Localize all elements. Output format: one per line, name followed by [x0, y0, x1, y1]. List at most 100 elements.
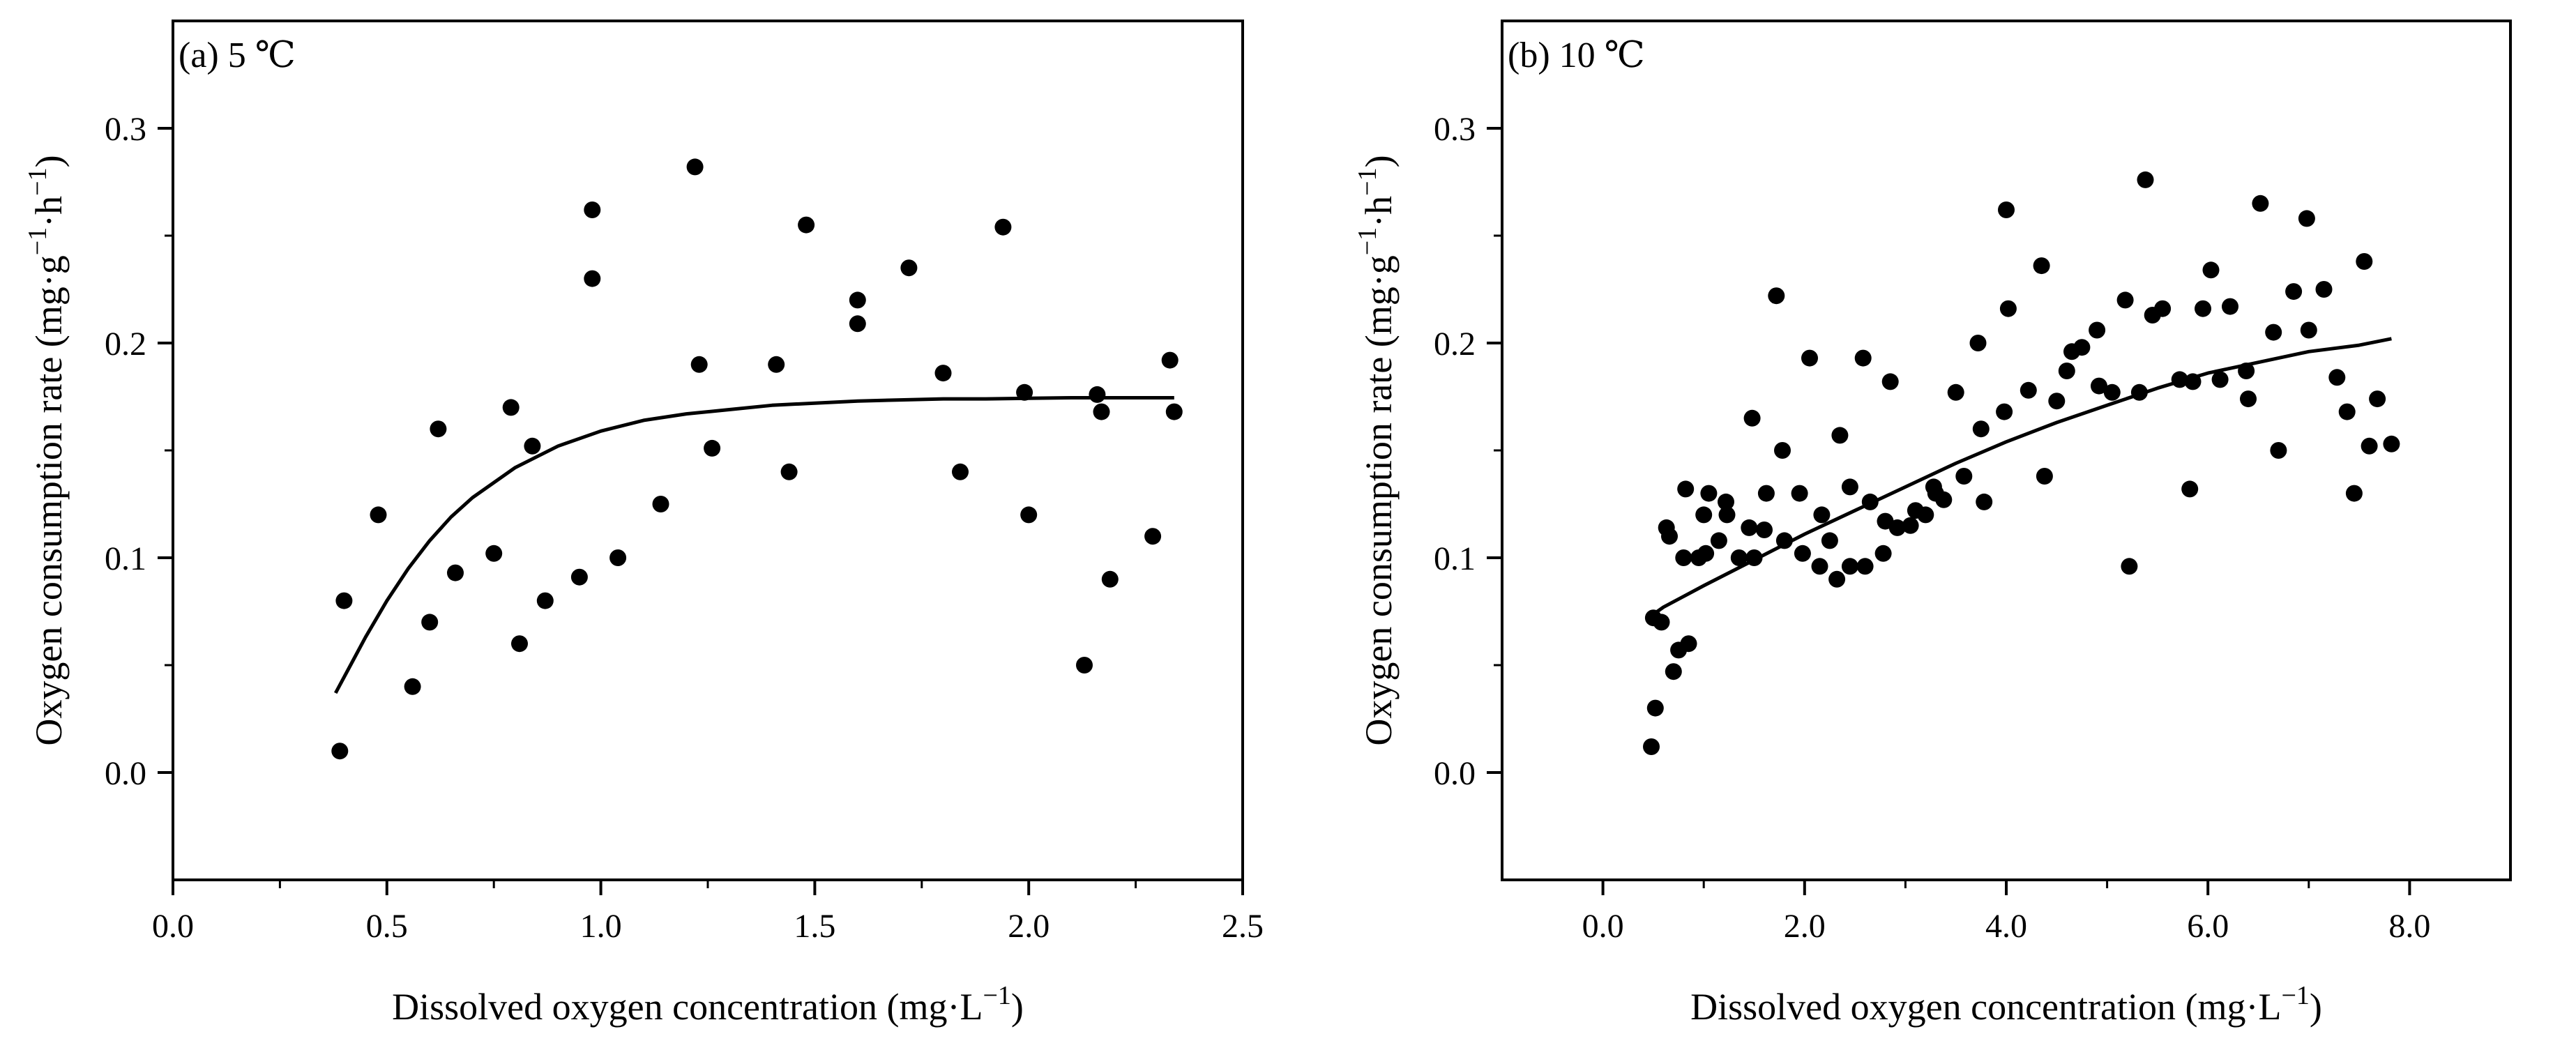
panel-a-data-point	[849, 291, 866, 309]
panel-a-data-point	[798, 216, 815, 234]
panel-b-y-tick-label: 0.0	[1434, 755, 1476, 792]
panel-b-data-point	[2369, 390, 2386, 408]
panel-a-data-point	[686, 158, 704, 176]
panel-b-chart: (b) 10 ℃ 0.0 2.0 4.0 6.0 8.0 0.0 0.1 0.2 0.3 Di…	[1353, 20, 2512, 1028]
panel-b-data-point	[1811, 558, 1828, 575]
panel-a-data-point	[511, 635, 528, 653]
panel-b-data-point	[2285, 283, 2303, 300]
panel-a-data-point	[849, 315, 866, 333]
panel-a-data-point	[768, 356, 785, 373]
panel-a-data-point	[704, 439, 721, 457]
panel-a-y-axis-title: Oxygen consumption rate (mg·g−1·h−1)	[23, 155, 70, 745]
panel-a-data-point	[1161, 351, 1179, 369]
panel-b-scatter-series	[1643, 171, 2400, 755]
panel-a-y-tick-label: 0.1	[105, 540, 146, 577]
panel-b-data-point	[1718, 493, 1734, 510]
panel-a-data-point	[994, 218, 1012, 236]
panel-a-x-tick-label: 2.0	[1008, 908, 1050, 945]
panel-b-data-point	[1976, 493, 1993, 510]
panel-b-y-tick-label: 0.3	[1434, 111, 1476, 148]
panel-b-x-tick-label: 8.0	[2388, 908, 2430, 945]
panel-a-data-point	[1101, 570, 1119, 588]
panel-a-data-point	[1020, 506, 1038, 524]
panel-b-x-axis-title: Dissolved oxygen concentration (mg·L−1)	[1690, 981, 2322, 1028]
panel-b-data-point	[1661, 528, 1678, 545]
panel-a-data-point	[1093, 403, 1110, 420]
panel-a-data-point	[584, 270, 601, 287]
panel-b-data-point	[1841, 558, 1858, 575]
panel-b-data-point	[1998, 201, 2015, 218]
panel-a-data-point	[502, 399, 520, 416]
panel-a-data-point	[536, 592, 554, 609]
panel-b-data-point	[1774, 442, 1791, 459]
panel-b-label: (b) 10 ℃	[1508, 36, 1645, 75]
panel-b-data-point	[1700, 485, 1718, 502]
panel-a-data-point	[421, 614, 439, 631]
panel-b-data-point	[2238, 363, 2255, 379]
panel-b-data-point	[1947, 383, 1964, 401]
panel-a-data-point	[524, 437, 541, 455]
panel-b-data-point	[2202, 261, 2220, 279]
panel-b-data-point	[1861, 493, 1879, 510]
panel-a-data-point	[900, 259, 918, 277]
panel-b-y-tick-label: 0.2	[1434, 326, 1476, 363]
panel-a-data-point	[1144, 528, 1162, 545]
panel-a-y-tick-label: 0.2	[105, 326, 146, 363]
panel-b-data-point	[1718, 506, 1736, 524]
panel-b-data-point	[1730, 549, 1748, 566]
panel-b-data-point	[1643, 738, 1660, 755]
panel-b-data-point	[2211, 371, 2229, 388]
panel-b-data-point	[2300, 321, 2317, 339]
panel-a-x-tick-label: 0.0	[152, 908, 194, 945]
panel-b-y-axis: 0.0 0.1 0.2 0.3	[1434, 111, 1502, 792]
panel-b-data-point	[1791, 485, 1808, 502]
panel-b-data-point	[1854, 349, 1872, 367]
panel-b-data-point	[1677, 480, 1695, 498]
panel-b-data-point	[2089, 321, 2106, 339]
panel-a-x-tick-label: 1.0	[580, 908, 622, 945]
panel-a-data-point	[335, 592, 353, 609]
panel-b-data-point	[2154, 300, 2172, 317]
panel-b-data-point	[2171, 371, 2188, 388]
panel-a-data-point	[934, 365, 952, 382]
panel-b-data-point	[2356, 253, 2373, 270]
panel-a-data-point	[584, 201, 601, 218]
panel-b-data-point	[2345, 485, 2363, 502]
panel-b-data-point	[2240, 390, 2257, 408]
panel-b-data-point	[2048, 393, 2066, 410]
panel-b-data-point	[1841, 478, 1858, 496]
panel-a-data-point	[447, 564, 464, 581]
panel-a-x-axis: 0.0 0.5 1.0 1.5 2.0 2.5	[152, 880, 1264, 945]
panel-b-data-point	[2121, 558, 2138, 575]
panel-b-data-point	[1996, 403, 2013, 420]
panel-a-x-tick-label: 0.5	[366, 908, 408, 945]
panel-b-data-point	[1743, 409, 1761, 427]
panel-a-data-point	[1165, 403, 1183, 420]
panel-b-data-point	[2298, 210, 2315, 227]
panel-b-data-point	[1697, 545, 1715, 562]
panel-b-fit-line	[1647, 337, 2392, 620]
panel-b-data-point	[1999, 300, 2017, 317]
panel-b-x-axis: 0.0 2.0 4.0 6.0 8.0	[1582, 880, 2430, 945]
panel-a-data-point	[485, 545, 503, 562]
panel-b-data-point	[2073, 339, 2091, 356]
panel-b-data-point	[2383, 435, 2400, 452]
panel-b-data-point	[1917, 506, 1934, 524]
panel-b-data-point	[2361, 437, 2378, 455]
panel-b-data-point	[2091, 377, 2107, 395]
panel-b-data-point	[2130, 383, 2148, 401]
panel-a-data-point	[609, 549, 627, 566]
panel-b-x-tick-label: 6.0	[2187, 908, 2229, 945]
panel-b-x-tick-label: 2.0	[1784, 908, 1826, 945]
panel-a-data-point	[690, 356, 708, 373]
panel-b-data-point	[1828, 570, 1846, 588]
panel-b-data-point	[1710, 532, 1727, 549]
panel-b-data-point	[1794, 545, 1811, 562]
panel-b-y-axis-title: Oxygen consumption rate (mg·g−1·h−1)	[1353, 155, 1400, 745]
panel-b-data-point	[1745, 549, 1763, 566]
panel-b-data-point	[1756, 522, 1773, 538]
panel-a-scatter-series	[331, 158, 1183, 760]
panel-a-y-axis: 0.0 0.1 0.2 0.3	[105, 111, 173, 792]
panel-b-data-point	[1675, 549, 1692, 566]
panel-b-data-point	[1768, 287, 1785, 305]
